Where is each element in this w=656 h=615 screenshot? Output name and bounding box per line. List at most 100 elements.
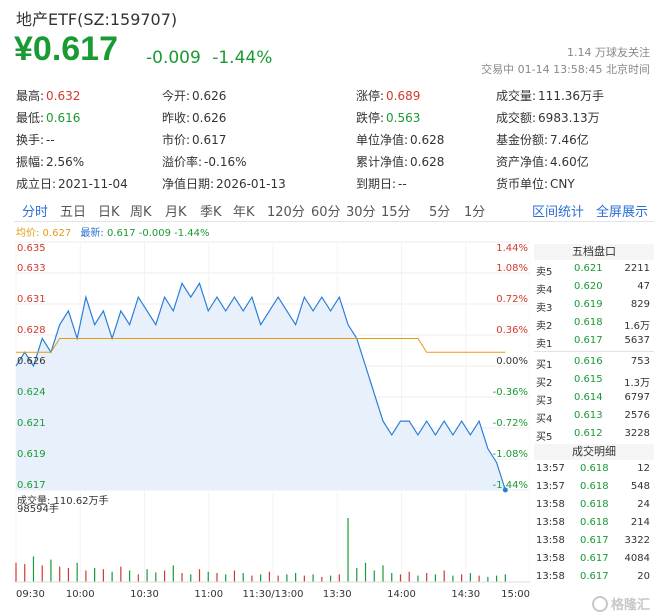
deal-t: 13:57 bbox=[536, 481, 565, 492]
watermark-logo: 格隆汇 bbox=[591, 594, 650, 613]
stat-cell: 最低: 0.616 bbox=[16, 109, 80, 126]
bids-p: 0.614 bbox=[574, 392, 603, 403]
stat-label: 溢价率: bbox=[162, 155, 203, 169]
tab-12[interactable]: 1分 bbox=[464, 205, 486, 220]
volume-bar bbox=[111, 571, 113, 582]
stat-value: CNY bbox=[550, 177, 575, 191]
tab-11[interactable]: 5分 bbox=[429, 205, 451, 220]
y-pct-tick-label: 0.00% bbox=[496, 356, 528, 367]
deal-t: 13:58 bbox=[536, 499, 565, 510]
x-tick-label: 15:00 bbox=[501, 589, 530, 600]
volume-bar bbox=[338, 574, 340, 582]
deal-p: 0.618 bbox=[580, 463, 609, 474]
tab-3[interactable]: 周K bbox=[130, 205, 152, 220]
y-tick-label: 0.617 bbox=[17, 480, 46, 491]
tab-0[interactable]: 分时 bbox=[22, 205, 49, 220]
stats-row: 最高: 0.632 今开: 0.626 涨停: 0.689 成交量: 111.36万手 bbox=[16, 84, 652, 106]
deal-p: 0.618 bbox=[580, 499, 609, 510]
volume-bar bbox=[434, 574, 437, 582]
volume-bar bbox=[452, 575, 454, 582]
stat-value: 0.626 bbox=[192, 89, 227, 103]
tab-2[interactable]: 日K bbox=[98, 205, 120, 220]
volume-bar bbox=[251, 575, 253, 582]
asks-l: 卖4 bbox=[536, 285, 553, 296]
stat-value: 0.632 bbox=[46, 89, 81, 103]
volume-bar bbox=[181, 573, 183, 582]
stat-label: 换手: bbox=[16, 133, 45, 147]
stat-cell: 成立日: 2021-11-04 bbox=[16, 175, 128, 192]
stat-cell: 今开: 0.626 bbox=[162, 87, 226, 104]
volume-label: 成交量: 110.62万手 bbox=[17, 494, 109, 507]
deal-q: 3322 bbox=[624, 535, 650, 546]
volume-bar bbox=[347, 518, 349, 582]
volume-bar bbox=[102, 569, 104, 582]
deal-q: 12 bbox=[637, 463, 650, 474]
stat-label: 到期日: bbox=[356, 177, 397, 191]
volume-bar bbox=[277, 575, 279, 582]
volume-bar bbox=[15, 562, 17, 582]
stat-label: 资产净值: bbox=[496, 155, 549, 169]
volume-bar bbox=[426, 573, 428, 582]
asks-l: 卖5 bbox=[536, 267, 553, 278]
bids-l: 买4 bbox=[536, 414, 553, 425]
deal-q: 548 bbox=[630, 481, 650, 492]
deal-q: 214 bbox=[630, 517, 650, 528]
tab-5[interactable]: 季K bbox=[200, 205, 222, 220]
volume-bar bbox=[295, 573, 297, 582]
volume-bar bbox=[408, 571, 410, 582]
tab-1[interactable]: 五日 bbox=[60, 205, 87, 220]
volume-bar bbox=[286, 574, 288, 582]
volume-bar bbox=[364, 562, 367, 582]
stat-value: 0.617 bbox=[192, 133, 227, 147]
tab-7[interactable]: 120分 bbox=[267, 205, 305, 220]
asks-p: 0.618 bbox=[574, 317, 603, 328]
volume-bar bbox=[373, 570, 375, 582]
stats-row: 换手: -- 市价: 0.617 单位净值: 0.628 基金份额: 7.46亿 bbox=[16, 128, 652, 150]
x-tick-label: 11:00 bbox=[194, 589, 223, 600]
intraday-chart[interactable]: 0.635 0.633 0.631 0.628 0.626 0.624 0.621 0.619… bbox=[0, 236, 530, 615]
stat-cell: 到期日: -- bbox=[356, 175, 407, 192]
stat-cell: 资产净值: 4.60亿 bbox=[496, 153, 589, 170]
tab-10[interactable]: 15分 bbox=[381, 205, 411, 220]
fullscreen-button[interactable]: 全屏展示 bbox=[596, 205, 649, 220]
volume-bar bbox=[172, 565, 174, 582]
asks-row: 卖5 0.621 2211 bbox=[534, 260, 654, 278]
tab-6[interactable]: 年K bbox=[233, 205, 255, 220]
fund-title: 地产ETF(SZ:159707) bbox=[16, 10, 178, 29]
deal-t: 13:57 bbox=[536, 463, 565, 474]
volume-bar bbox=[329, 575, 332, 582]
tab-4[interactable]: 月K bbox=[165, 205, 187, 220]
bids-row: 买3 0.614 6797 bbox=[534, 389, 654, 407]
asks-q: 47 bbox=[637, 281, 650, 292]
bids-q: 753 bbox=[630, 356, 650, 367]
volume-bar bbox=[67, 567, 70, 582]
deal-row: 13:57 0.618 548 bbox=[534, 478, 654, 496]
y-tick-label: 0.633 bbox=[17, 263, 46, 274]
followers-count: 1.14 万球友关注 bbox=[567, 46, 650, 59]
deal-q: 24 bbox=[637, 499, 650, 510]
asks-q: 5637 bbox=[624, 335, 650, 346]
asks-p: 0.617 bbox=[574, 335, 603, 346]
order-book: 五档盘口 卖5 0.621 2211 卖4 0.620 47 卖3 0.619 829 卖2 0.6… bbox=[534, 244, 654, 586]
legend-last-label: 最新: bbox=[80, 228, 104, 239]
stat-label: 跌停: bbox=[356, 111, 385, 125]
y-tick-label: 0.631 bbox=[17, 294, 46, 305]
stat-label: 净值日期: bbox=[162, 177, 215, 191]
volume-bar bbox=[504, 574, 506, 582]
volume-bar bbox=[233, 570, 236, 582]
volume-bar bbox=[120, 566, 122, 582]
x-tick-label: 13:30 bbox=[323, 589, 352, 600]
tab-8[interactable]: 60分 bbox=[311, 205, 341, 220]
y-tick-label: 0.619 bbox=[17, 449, 46, 460]
stat-cell: 货币单位: CNY bbox=[496, 175, 575, 192]
x-tick-label: 14:00 bbox=[387, 589, 416, 600]
volume-bar bbox=[443, 570, 445, 582]
last-price-dot bbox=[502, 487, 508, 493]
x-tick-label: 11:30/13:00 bbox=[242, 589, 303, 600]
tab-9[interactable]: 30分 bbox=[346, 205, 376, 220]
change-amount: -0.009 bbox=[146, 48, 201, 68]
range-stats-button[interactable]: 区间统计 bbox=[532, 205, 585, 220]
volume-bar bbox=[487, 576, 489, 582]
stat-label: 昨收: bbox=[162, 111, 191, 125]
stat-cell: 昨收: 0.626 bbox=[162, 109, 226, 126]
